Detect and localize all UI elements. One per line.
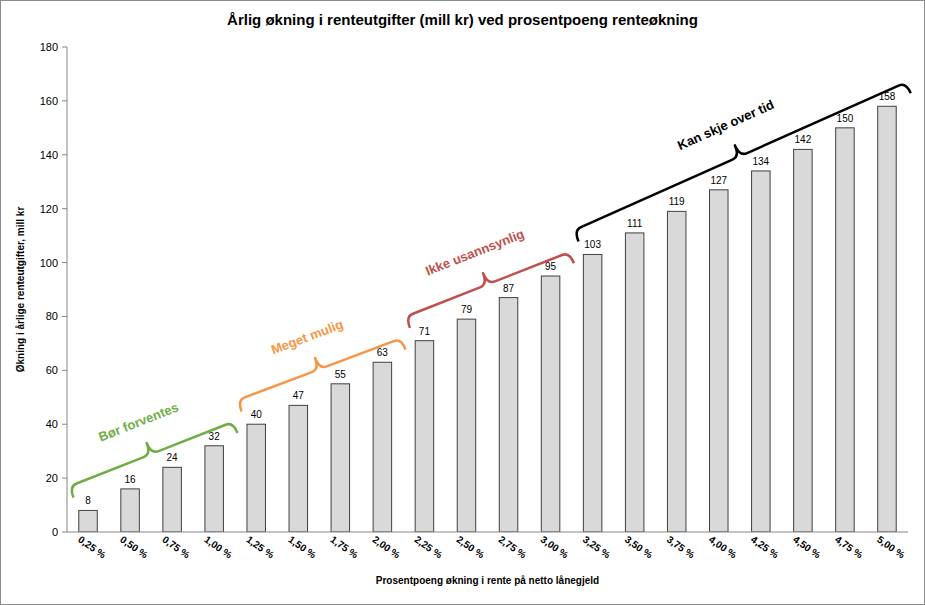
- bar: [878, 106, 897, 532]
- y-tick: [62, 47, 67, 48]
- y-tick-label: 0: [52, 526, 58, 538]
- data-label: 95: [545, 261, 557, 272]
- bar: [121, 489, 140, 532]
- bar: [667, 211, 686, 532]
- bar: [289, 405, 308, 532]
- data-label: 8: [85, 495, 91, 506]
- data-label: 142: [795, 134, 812, 145]
- brace: [569, 71, 911, 241]
- chart-title: Årlig økning i renteutgifter (mill kr) v…: [227, 11, 698, 28]
- bar: [583, 254, 602, 532]
- bar: [541, 276, 560, 532]
- y-tick: [62, 316, 67, 317]
- x-tick-label: 2,75 %: [497, 534, 529, 561]
- data-label: 71: [419, 326, 431, 337]
- x-tick-label: 5,00 %: [875, 534, 907, 561]
- x-tick-label: 0,75 %: [160, 534, 192, 561]
- bar: [625, 233, 644, 532]
- x-tick-label: 3,50 %: [623, 534, 655, 561]
- x-tick-label: 3,25 %: [581, 534, 613, 561]
- annotation: Kan skje over tid: [557, 44, 911, 242]
- annotation-text: Kan skje over tid: [675, 97, 776, 153]
- y-tick: [62, 370, 67, 371]
- data-label: 55: [335, 369, 347, 380]
- bar: [836, 128, 855, 532]
- annotation-text: Bør forventes: [96, 400, 180, 445]
- x-tick-label: 3,75 %: [665, 534, 697, 561]
- bar: [415, 341, 434, 532]
- x-tick-label: 3,00 %: [539, 534, 571, 561]
- x-tick-label: 0,25 %: [76, 534, 108, 561]
- x-tick-label: 1,00 %: [202, 534, 234, 561]
- annotation-text: Ikke usannsynlig: [423, 226, 526, 278]
- x-axis: [67, 532, 908, 533]
- bar: [331, 384, 350, 532]
- data-label: 16: [125, 474, 137, 485]
- annotation-text: Meget mulig: [269, 317, 345, 358]
- y-tick-label: 60: [46, 364, 58, 376]
- bar: [205, 446, 224, 532]
- bar: [373, 362, 392, 532]
- y-tick-label: 40: [46, 418, 58, 430]
- data-label: 79: [461, 304, 473, 315]
- x-tick-label: 4,00 %: [707, 534, 739, 561]
- y-tick: [62, 532, 67, 533]
- data-label: 32: [209, 431, 221, 442]
- y-tick: [62, 208, 67, 209]
- data-label: 119: [669, 196, 685, 207]
- y-tick-label: 100: [40, 257, 58, 269]
- annotation: Meget mulig: [222, 299, 405, 411]
- x-tick-label: 4,25 %: [749, 534, 781, 561]
- chart-container: Årlig økning i renteutgifter (mill kr) v…: [0, 0, 925, 605]
- data-label: 111: [627, 218, 643, 229]
- y-axis: [67, 47, 68, 532]
- x-tick-label: 1,25 %: [244, 534, 276, 561]
- x-tick-label: 4,75 %: [833, 534, 865, 561]
- chart-border: [1, 1, 925, 605]
- annotation: Ikke usannsynlig: [390, 213, 574, 328]
- y-tick-label: 120: [40, 203, 58, 215]
- x-tick-label: 1,50 %: [286, 534, 318, 561]
- y-tick-label: 20: [46, 472, 58, 484]
- y-tick-label: 180: [40, 41, 58, 53]
- data-label: 103: [584, 239, 601, 250]
- bar: [79, 510, 98, 532]
- y-tick: [62, 262, 67, 263]
- bar: [457, 319, 476, 532]
- x-tick-label: 2,50 %: [455, 534, 487, 561]
- data-label: 63: [377, 347, 389, 358]
- y-tick-label: 160: [40, 95, 58, 107]
- data-label: 40: [251, 409, 263, 420]
- y-tick: [62, 100, 67, 101]
- bar: [499, 298, 518, 532]
- data-label: 47: [293, 390, 305, 401]
- y-tick: [62, 424, 67, 425]
- annotation: Bør forventes: [54, 383, 238, 498]
- y-axis-label: Økning i årlige renteutgifter, mill kr: [15, 207, 26, 373]
- chart-svg: Årlig økning i renteutgifter (mill kr) v…: [0, 0, 925, 605]
- x-tick-label: 2,25 %: [413, 534, 445, 561]
- y-tick-label: 80: [46, 310, 58, 322]
- data-label: 134: [752, 156, 769, 167]
- data-label: 87: [503, 283, 515, 294]
- data-label: 24: [167, 452, 179, 463]
- x-tick-label: 2,00 %: [370, 534, 402, 561]
- bar: [752, 171, 771, 532]
- bar: [794, 149, 813, 532]
- x-tick-label: 4,50 %: [791, 534, 823, 561]
- x-tick-label: 1,75 %: [328, 534, 360, 561]
- y-tick-label: 140: [40, 149, 58, 161]
- bar: [247, 424, 266, 532]
- bar: [163, 467, 182, 532]
- data-label: 150: [837, 113, 854, 124]
- bars: [79, 106, 896, 532]
- x-tick-label: 0,50 %: [118, 534, 150, 561]
- bar: [710, 190, 729, 532]
- x-axis-label: Prosentpoeng økning i rente på netto lån…: [376, 575, 599, 586]
- y-tick: [62, 478, 67, 479]
- data-label: 127: [710, 175, 727, 186]
- y-tick: [62, 154, 67, 155]
